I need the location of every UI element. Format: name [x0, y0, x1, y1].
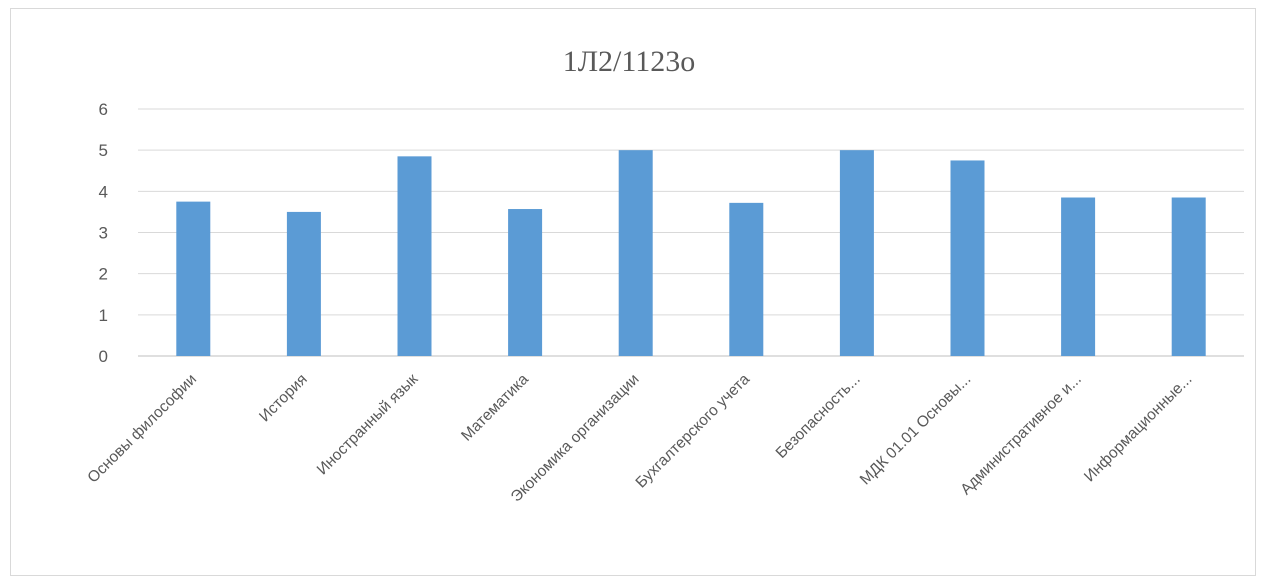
bar [1171, 197, 1206, 356]
bars [176, 150, 1206, 356]
bar [286, 211, 321, 356]
x-tick-label: Информационные... [1081, 371, 1196, 486]
x-axis-labels: Основы философии История Иностранный язык М… [84, 371, 1195, 506]
y-axis-ticks: 0 1 2 3 4 5 6 [99, 100, 108, 366]
x-tick-label: Иностранный язык [314, 371, 422, 479]
bar [176, 201, 211, 356]
chart-title: 1Л2/1123о [563, 45, 696, 78]
bar [397, 156, 432, 356]
bar [618, 150, 653, 356]
bar-chart: 1Л2/1123о 0 1 2 3 4 5 6 Основы философии Истори… [84, 45, 1244, 506]
x-tick-label: Математика [458, 371, 532, 445]
y-tick-label: 0 [99, 347, 108, 366]
bar [508, 209, 543, 356]
y-tick-label: 2 [99, 265, 108, 284]
y-tick-label: 5 [99, 141, 108, 160]
gridlines [138, 108, 1244, 357]
bar [950, 160, 985, 356]
bar [1061, 197, 1096, 356]
bar [729, 202, 764, 356]
x-tick-label: Административное и... [957, 371, 1085, 499]
x-tick-label: Экономика организации [508, 371, 643, 506]
x-tick-label: Основы философии [84, 371, 200, 487]
x-tick-label: Бухгалтерского учета [633, 371, 754, 492]
chart-frame: 1Л2/1123о 0 1 2 3 4 5 6 Основы философии Истори… [10, 8, 1256, 576]
x-tick-label: МДК 01.01 Основы... [857, 371, 974, 488]
bar [839, 150, 874, 356]
x-tick-label: История [256, 371, 311, 426]
y-tick-label: 1 [99, 306, 108, 325]
x-tick-label: Безопасность... [773, 371, 864, 462]
y-tick-label: 4 [99, 182, 108, 201]
y-tick-label: 3 [99, 224, 108, 243]
y-tick-label: 6 [99, 100, 108, 119]
